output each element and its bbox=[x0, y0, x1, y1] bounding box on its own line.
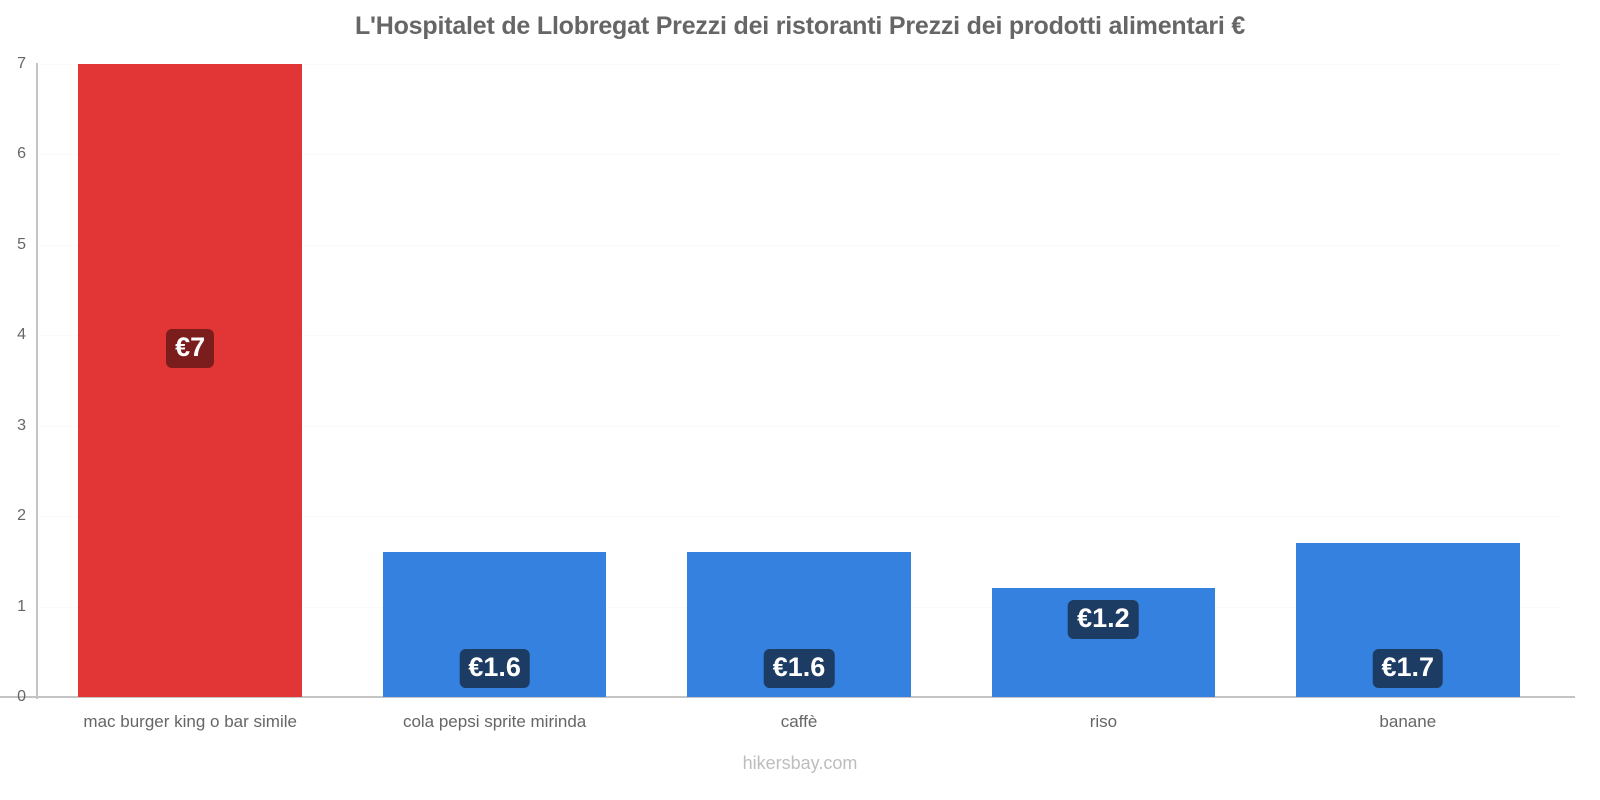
bars-layer: €7 €1.6 €1.6 €1.2 €1.7 bbox=[78, 64, 1520, 697]
x-axis-tick-label: cola pepsi sprite mirinda bbox=[402, 712, 587, 731]
y-axis-tick-label: 3 bbox=[17, 416, 26, 434]
bar-value-label: €7 bbox=[166, 329, 215, 368]
bar-value-label: €1.7 bbox=[1372, 649, 1444, 688]
y-axis-tick-label: 5 bbox=[17, 235, 26, 253]
bar-value-label: €1.6 bbox=[763, 649, 835, 688]
bar-value-label: €1.2 bbox=[1068, 600, 1139, 640]
footer-credit: hikersbay.com bbox=[742, 753, 858, 773]
gridline bbox=[38, 64, 1560, 65]
x-axis-line bbox=[0, 696, 1575, 698]
gridline bbox=[38, 154, 1560, 156]
y-axis-tick-label: 7 bbox=[17, 55, 26, 72]
gridline bbox=[38, 425, 1560, 427]
gridline bbox=[38, 516, 1560, 518]
y-axis-line bbox=[36, 63, 38, 699]
gridline bbox=[38, 335, 1560, 337]
bar[interactable] bbox=[78, 64, 303, 697]
x-axis-tick-label: mac burger king o bar simile bbox=[83, 712, 297, 731]
y-axis-tick-label: 0 bbox=[17, 688, 26, 705]
chart-title: L'Hospitalet de Llobregat Prezzi dei ris… bbox=[354, 12, 1246, 40]
x-axis-tick-label: caffè bbox=[780, 712, 818, 731]
y-axis-tick-label: 1 bbox=[17, 597, 26, 615]
bar-value-label: €1.6 bbox=[459, 649, 530, 688]
x-axis-tick-label: banane bbox=[1379, 712, 1437, 731]
y-axis-tick-label: 4 bbox=[17, 326, 26, 344]
gridline bbox=[38, 244, 1560, 246]
y-axis-tick-label: 2 bbox=[17, 507, 26, 525]
x-axis-tick-label: riso bbox=[1089, 712, 1118, 731]
y-axis-tick-label: 6 bbox=[17, 145, 26, 163]
